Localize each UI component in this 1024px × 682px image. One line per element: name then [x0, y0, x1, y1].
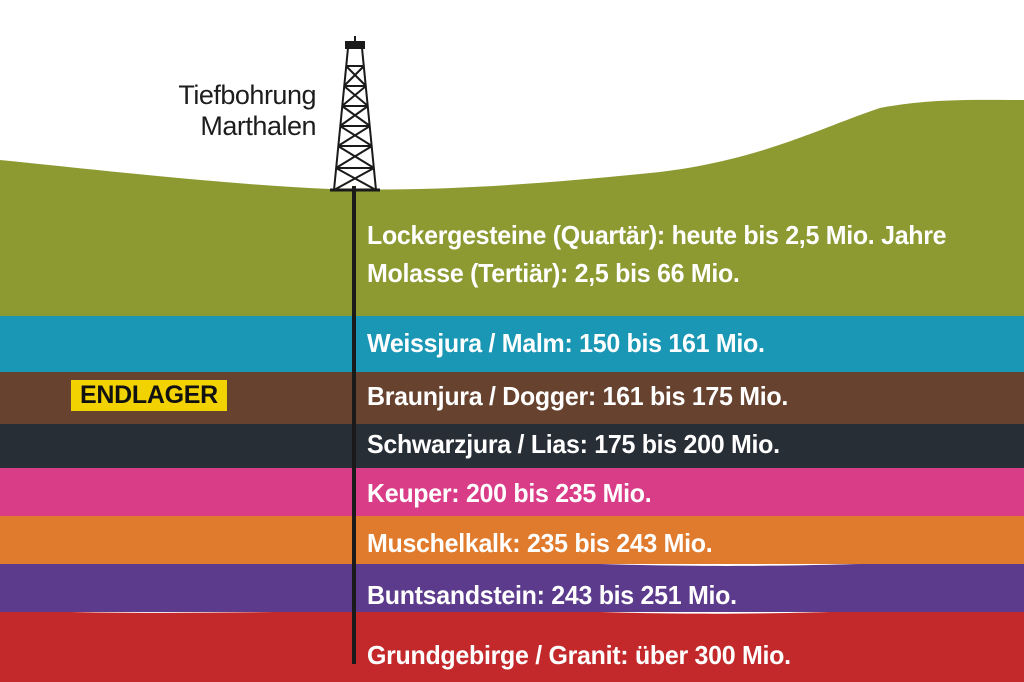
layer-keuper — [0, 460, 1024, 516]
layer-molasse — [0, 99, 1024, 316]
drill-name-line1: Tiefbohrung — [178, 80, 316, 110]
layer-label-keuper: Keuper: 200 bis 235 Mio. — [367, 478, 652, 508]
layer-label-muschelkalk: Muschelkalk: 235 bis 243 Mio. — [367, 528, 713, 558]
layer-label-braunjura: Braunjura / Dogger: 161 bis 175 Mio. — [367, 381, 789, 411]
layer-label-molasse: Molasse (Tertiär): 2,5 bis 66 Mio. — [367, 258, 740, 288]
layer-buntsandstein — [0, 561, 1024, 612]
drill-pipe — [352, 186, 356, 664]
layer-label-granit: Grundgebirge / Granit: über 300 Mio. — [367, 640, 791, 670]
drill-site-label: Tiefbohrung Marthalen — [160, 80, 316, 142]
layer-granit — [0, 609, 1024, 682]
layer-label-quartaer: Lockergesteine (Quartär): heute bis 2,5 … — [367, 220, 947, 250]
drilling-tower-icon — [330, 36, 380, 192]
drill-name-line2: Marthalen — [200, 111, 316, 141]
layer-schwarzjura — [0, 418, 1024, 468]
layer-braunjura — [0, 368, 1024, 424]
layer-label-weissjura: Weissjura / Malm: 150 bis 161 Mio. — [367, 328, 765, 358]
layer-label-schwarzjura: Schwarzjura / Lias: 175 bis 200 Mio. — [367, 429, 780, 459]
layer-weissjura — [0, 312, 1024, 372]
layer-muschelkalk — [0, 510, 1024, 564]
repository-marker: ENDLAGER — [71, 380, 227, 411]
layer-label-buntsandstein: Buntsandstein: 243 bis 251 Mio. — [367, 580, 737, 610]
